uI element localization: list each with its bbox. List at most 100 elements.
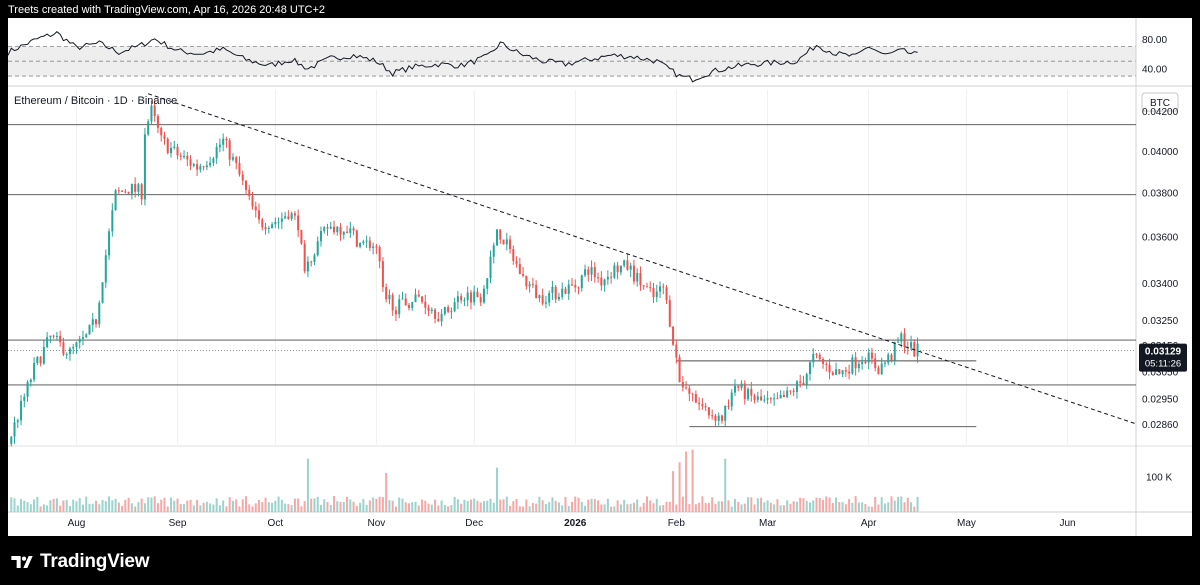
candle-body bbox=[430, 309, 433, 311]
candle-body bbox=[897, 341, 900, 343]
volume-bar bbox=[805, 500, 808, 512]
candle-body bbox=[890, 354, 893, 361]
volume-bar bbox=[72, 499, 75, 512]
volume-bar bbox=[652, 503, 655, 512]
volume-bar bbox=[391, 500, 394, 512]
volume-bar bbox=[841, 502, 844, 512]
volume-bar bbox=[851, 502, 854, 512]
candle-body bbox=[411, 301, 414, 308]
candle-body bbox=[616, 265, 619, 273]
volume-bar bbox=[606, 498, 609, 512]
candle-body bbox=[577, 287, 580, 289]
candle-body bbox=[427, 307, 430, 311]
volume-bar bbox=[678, 462, 681, 512]
candle-body bbox=[398, 299, 401, 315]
candle-body bbox=[29, 379, 32, 383]
date-tick-label: Feb bbox=[668, 518, 686, 529]
volume-bar bbox=[603, 504, 606, 512]
volume-bar bbox=[78, 498, 81, 512]
candle-body bbox=[225, 138, 228, 141]
volume-bar bbox=[62, 500, 65, 512]
candle-body bbox=[766, 398, 769, 400]
candle-body bbox=[355, 230, 358, 247]
candle-body bbox=[46, 337, 49, 348]
volume-bar bbox=[346, 496, 349, 512]
candle-body bbox=[561, 288, 564, 297]
candle-body bbox=[900, 333, 903, 342]
volume-bar bbox=[306, 458, 309, 512]
volume-bar bbox=[600, 504, 603, 512]
volume-bar bbox=[590, 498, 593, 512]
candle-body bbox=[655, 291, 658, 298]
volume-bar bbox=[541, 500, 544, 512]
candle-body bbox=[196, 164, 199, 170]
volume-bar bbox=[476, 500, 479, 512]
volume-bar bbox=[688, 503, 691, 512]
candle-body bbox=[72, 347, 75, 349]
candle-body bbox=[424, 301, 427, 308]
volume-bar bbox=[750, 497, 753, 512]
candle-body bbox=[603, 279, 606, 286]
price-tick-label: 0.04000 bbox=[1142, 147, 1179, 158]
candle-body bbox=[26, 382, 29, 397]
volume-bar bbox=[623, 499, 626, 512]
candle-body bbox=[509, 239, 512, 250]
tradingview-logo-icon[interactable] bbox=[10, 554, 34, 570]
candle-body bbox=[205, 165, 208, 168]
volume-bar bbox=[593, 498, 596, 512]
volume-bar bbox=[564, 496, 567, 512]
tradingview-brand[interactable]: TradingView bbox=[40, 551, 150, 572]
volume-bar bbox=[117, 502, 120, 512]
volume-bar bbox=[202, 502, 205, 512]
volume-bar bbox=[33, 499, 36, 512]
volume-bar bbox=[460, 503, 463, 512]
candle-body bbox=[33, 362, 36, 380]
candle-body bbox=[365, 240, 368, 242]
chart-canvas[interactable]: Ethereum / Bitcoin · 1D · Binance BTC 0.02… bbox=[7, 18, 1192, 536]
volume-bar bbox=[280, 499, 283, 512]
candle-body bbox=[271, 224, 274, 229]
candle-body bbox=[867, 352, 870, 363]
candle-body bbox=[792, 390, 795, 392]
candle-body bbox=[349, 228, 352, 233]
candle-body bbox=[544, 302, 547, 304]
candle-body bbox=[567, 284, 570, 294]
candle-body bbox=[557, 296, 560, 300]
volume-bar bbox=[535, 503, 538, 512]
candle-body bbox=[394, 310, 397, 315]
volume-bar bbox=[274, 500, 277, 512]
volume-bar bbox=[417, 505, 420, 512]
volume-bar bbox=[359, 502, 362, 512]
volume-bar bbox=[698, 502, 701, 512]
price-tick-label: 0.04200 bbox=[1142, 107, 1179, 118]
rsi-line bbox=[7, 31, 918, 83]
volume-bar bbox=[218, 505, 221, 512]
volume-bar bbox=[528, 506, 531, 512]
candle-body bbox=[740, 383, 743, 388]
volume-bar bbox=[303, 501, 306, 512]
candle-body bbox=[114, 190, 117, 211]
volume-bar bbox=[16, 505, 19, 512]
candle-body bbox=[91, 319, 94, 325]
candle-body bbox=[652, 288, 655, 298]
trendline-layer[interactable] bbox=[148, 93, 1137, 425]
volume-bar bbox=[760, 497, 763, 512]
date-tick-label: Mar bbox=[759, 518, 777, 529]
last-price-label: 0.03129 bbox=[1145, 347, 1182, 358]
volume-bar bbox=[779, 505, 782, 512]
candle-body bbox=[391, 294, 394, 311]
volume-bar bbox=[466, 500, 469, 512]
volume-bar bbox=[169, 497, 173, 512]
candle-body bbox=[20, 400, 23, 421]
volume-bar bbox=[610, 506, 613, 512]
volume-bar bbox=[124, 499, 127, 512]
candle-body bbox=[861, 361, 864, 365]
candle-body bbox=[574, 285, 577, 288]
candle-body bbox=[750, 388, 753, 396]
candle-body bbox=[39, 356, 42, 364]
volume-bar bbox=[42, 504, 45, 512]
candle-body bbox=[293, 213, 296, 216]
volume-bar bbox=[437, 505, 440, 512]
volume-bar bbox=[913, 506, 916, 512]
candle-body bbox=[218, 144, 221, 148]
